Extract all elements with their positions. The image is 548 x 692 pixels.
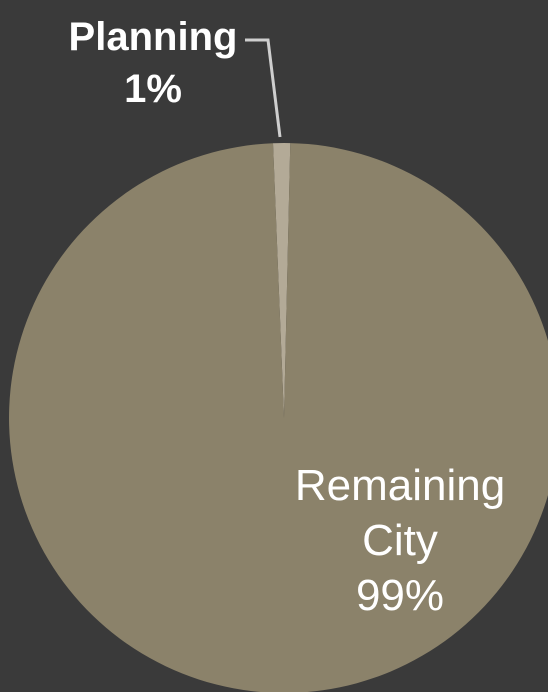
planning-label-name: Planning xyxy=(69,15,238,59)
remaining-label-percent: 99% xyxy=(356,571,444,620)
remaining-label-name: Remaining xyxy=(295,461,505,510)
planning-leader-line xyxy=(245,38,282,138)
pie-labels: Planning 1% Remaining City 99% xyxy=(69,15,506,620)
pie-slice-remaining-city xyxy=(9,143,548,692)
pie-slice-planning xyxy=(273,142,291,418)
pie-slices xyxy=(9,142,548,692)
planning-label-percent: 1% xyxy=(124,67,182,111)
remaining-label-city: City xyxy=(362,516,438,565)
